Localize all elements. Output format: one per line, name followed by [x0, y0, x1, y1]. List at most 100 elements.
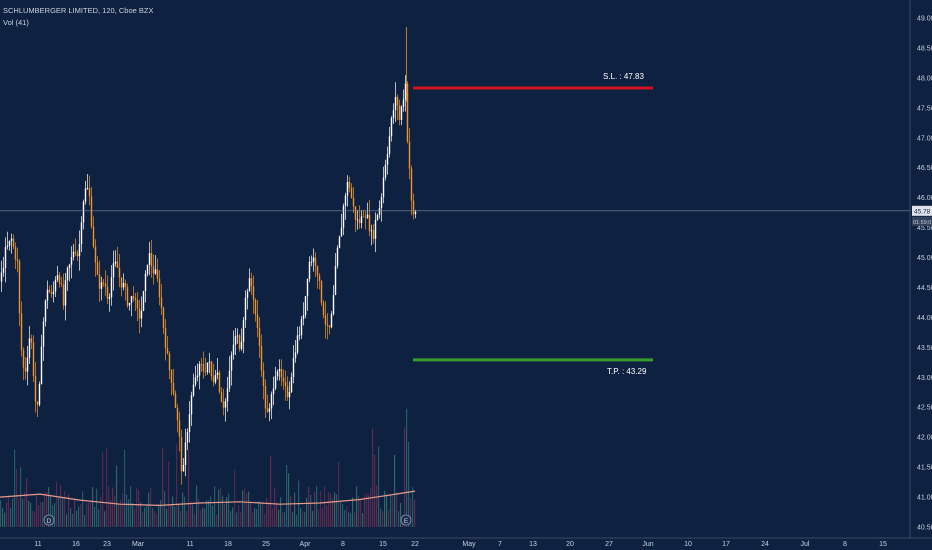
volume-bar — [292, 512, 294, 527]
volume-bar — [20, 467, 22, 527]
candle-body — [230, 354, 233, 371]
candle-body — [298, 334, 301, 336]
volume-bar — [404, 427, 406, 527]
volume-bar — [6, 502, 8, 527]
time-tick-label: 15 — [879, 541, 887, 548]
volume-bar — [118, 503, 120, 527]
price-tick-label: 44.50 — [917, 285, 932, 292]
candle-body — [174, 393, 177, 408]
candle-body — [100, 282, 103, 289]
candle-body — [114, 261, 117, 264]
candle-body — [2, 267, 5, 273]
volume-bar — [412, 487, 414, 527]
volume-bar — [316, 485, 318, 527]
volume-bar — [22, 498, 24, 527]
candle-body — [234, 336, 237, 345]
volume-bar — [78, 506, 80, 527]
volume-bar — [290, 495, 292, 527]
volume-bar — [260, 503, 262, 527]
symbol-legend[interactable]: SCHLUMBERGER LIMITED, 120, Cboe BZX — [3, 6, 154, 15]
volume-bar — [170, 505, 172, 527]
time-tick-label: 24 — [761, 541, 769, 548]
volume-bar — [348, 511, 350, 527]
volume-bar — [176, 444, 178, 527]
volume-bar — [198, 498, 200, 527]
candle-body — [278, 369, 281, 372]
volume-bar — [342, 504, 344, 527]
price-tick-label: 48.00 — [917, 75, 932, 82]
price-tick-label: 41.50 — [917, 465, 932, 472]
volume-bar — [186, 510, 188, 527]
time-tick-label: 11 — [186, 541, 193, 548]
volume-bar — [62, 497, 64, 527]
candle-body — [272, 388, 275, 395]
volume-bar — [94, 506, 96, 527]
candle-body — [404, 83, 407, 100]
volume-legend[interactable]: Vol (41) — [3, 18, 29, 27]
volume-bar — [122, 493, 124, 527]
candle-body — [374, 219, 377, 239]
candle-body — [54, 279, 57, 292]
volume-bar — [322, 507, 324, 527]
volume-bar — [26, 478, 28, 527]
volume-bar — [206, 500, 208, 527]
volume-bar — [24, 491, 26, 527]
candle-body — [370, 230, 373, 232]
candle-body — [356, 219, 359, 221]
candle-body — [18, 261, 21, 314]
volume-bar — [254, 508, 256, 527]
candle-body — [108, 297, 111, 299]
candle-body — [28, 338, 31, 358]
candle-body — [96, 262, 99, 275]
volume-bar — [336, 494, 338, 527]
time-tick-label: 11 — [34, 541, 41, 548]
candle-body — [86, 188, 89, 189]
volume-bar — [4, 512, 6, 527]
volume-bar — [182, 492, 184, 527]
volume-bar — [380, 508, 382, 527]
volume-bar — [0, 500, 2, 527]
price-tick-label: 48.50 — [917, 45, 932, 52]
volume-bar — [244, 488, 246, 527]
volume-bar — [130, 486, 132, 527]
candle-body — [140, 310, 143, 319]
volume-bar — [88, 502, 90, 527]
volume-bar — [178, 504, 180, 527]
candle-body — [340, 227, 343, 237]
volume-bar — [90, 501, 92, 527]
volume-bar — [366, 493, 368, 527]
price-axis-labels: 40.50 41.00 41.50 42.00 42.50 43.00 43.50 44.00… — [917, 16, 932, 532]
candle-body — [366, 214, 369, 218]
volume-bar — [202, 507, 204, 527]
volume-bar — [156, 514, 158, 527]
candle-body — [62, 284, 65, 306]
event-marker: E — [400, 514, 412, 526]
volume-bar — [386, 494, 388, 527]
volume-bar — [86, 502, 88, 527]
volume-bar — [270, 455, 272, 527]
volume-bar — [346, 506, 348, 527]
candle-body — [246, 291, 249, 298]
volume-bar — [234, 470, 236, 527]
volume-bar — [242, 490, 244, 527]
volume-bar — [226, 497, 228, 527]
candle-body — [78, 243, 81, 257]
candle-body — [34, 376, 37, 402]
candle-body — [394, 96, 397, 110]
candle-body — [36, 401, 39, 405]
volume-bar — [152, 508, 154, 527]
volume-bar — [208, 500, 210, 527]
price-tick-label: 44.00 — [917, 315, 932, 322]
volume-bar — [180, 511, 182, 527]
volume-bar — [210, 496, 212, 527]
volume-bar — [104, 511, 106, 527]
candle-body — [314, 257, 317, 267]
candle-body — [274, 376, 277, 389]
candle-body — [52, 291, 55, 295]
event-marker: D — [43, 514, 55, 526]
volume-bar — [74, 498, 76, 527]
countdown-value: 01:59:01 — [913, 220, 932, 226]
candle-body — [168, 353, 171, 371]
volume-bar — [124, 449, 126, 527]
